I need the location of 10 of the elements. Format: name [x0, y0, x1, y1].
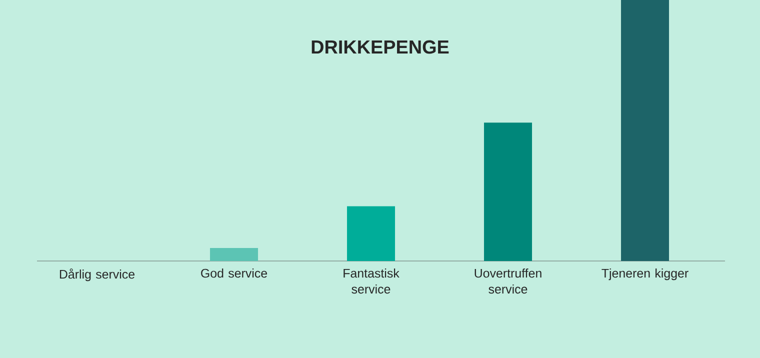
x-tick-label: Uovertruffen service: [474, 268, 542, 294]
x-tick-label: God service: [201, 268, 268, 278]
x-tick-label: Tjeneren kigger: [602, 268, 688, 280]
bar: [484, 122, 532, 261]
x-tick-label: Dårlig service: [60, 268, 134, 282]
x-tick-label: Fantastisk service: [344, 268, 400, 294]
bar: [347, 206, 396, 261]
text: DRIKKEPENGE: [312, 40, 449, 54]
bar: [210, 248, 258, 261]
bar: [621, 0, 670, 261]
